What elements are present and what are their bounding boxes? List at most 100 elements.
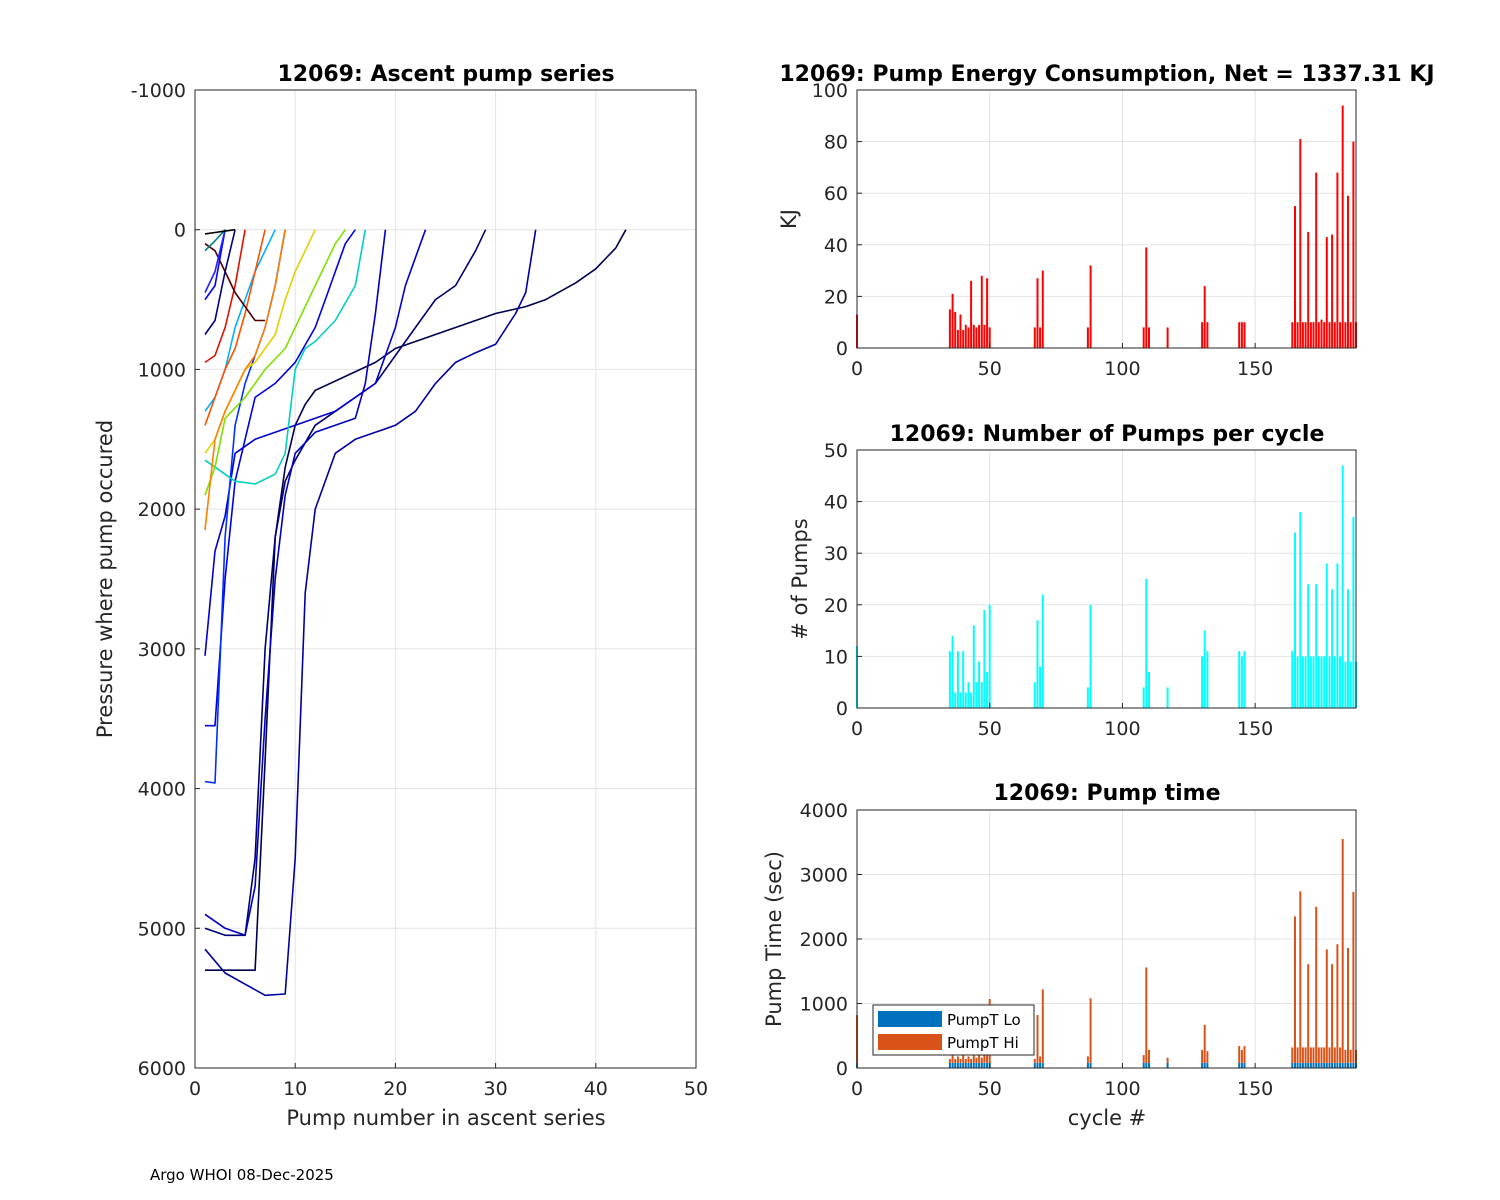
pumps-ytick-label: 50 [824, 440, 848, 462]
ascent-grid [194, 89, 697, 1069]
pumptime-bar-lo [948, 1062, 951, 1068]
pumps-bar [1301, 656, 1304, 708]
pumptime-bar-lo [1349, 1062, 1352, 1068]
energy-bar [1333, 322, 1336, 348]
pumptime-bar-lo [1299, 1062, 1302, 1068]
energy-bar [1203, 286, 1206, 348]
pumptime-bar-hi [1339, 1047, 1342, 1063]
pumptime-bar-lo [1203, 1062, 1206, 1068]
energy-bar [1347, 195, 1349, 348]
pumptime-bar-hi [1294, 916, 1296, 1063]
pumptime-bar-hi [1341, 839, 1344, 1063]
pumps-bar [1325, 563, 1328, 708]
pumps-bar [1039, 666, 1042, 708]
pumps-bar [1352, 517, 1355, 708]
ascent-xtick-label: 30 [484, 1078, 508, 1100]
pumptime-bar-lo [954, 1062, 957, 1068]
energy-bar [972, 324, 975, 348]
energy-bar [1328, 322, 1331, 348]
pumptime-bar-hi [1142, 1055, 1145, 1063]
pumptime-xtick-label: 150 [1237, 1078, 1273, 1100]
pumptime-ytick-label: 1000 [800, 994, 848, 1016]
pumptime-ylabel: Pump Time (sec) [762, 851, 786, 1027]
energy-ytick-label: 40 [824, 235, 848, 257]
pumptime-bar-lo [1341, 1062, 1344, 1068]
pumptime-bar-hi [1317, 1047, 1320, 1063]
pumptime-bar-lo [964, 1062, 967, 1068]
pumptime-bar-hi [1291, 1047, 1294, 1063]
ascent-series-line-dark-red-1 [204, 243, 266, 322]
energy-ytick-label: 20 [824, 286, 848, 308]
pumptime-bar-lo [1294, 1062, 1296, 1068]
pumptime-bar-hi [978, 1055, 981, 1063]
pumptime-bar-lo [1304, 1062, 1307, 1068]
pumptime-bar-hi [1203, 1024, 1206, 1063]
pumptime-bar-hi [1352, 891, 1355, 1063]
energy-bar [988, 327, 991, 348]
energy-bar [1341, 105, 1344, 348]
pumptime-ytick-label: 3000 [800, 865, 848, 887]
energy-ytick-label: 80 [824, 132, 848, 154]
ascent-xtick-label: 20 [383, 1078, 407, 1100]
pumptime-bar-hi [954, 1059, 957, 1063]
pumptime-bar-hi [1240, 1049, 1243, 1063]
pumps-grid [856, 449, 1356, 709]
pumptime-bar-hi [1304, 1047, 1307, 1063]
pumptime-bar-hi [967, 1056, 970, 1063]
pumps-bar [1336, 563, 1339, 708]
pumptime-bar-hi [1238, 1046, 1241, 1063]
pumptime-bar-hi [972, 1052, 975, 1063]
pumptime-bar-hi [1320, 1047, 1323, 1063]
pumptime-bar-lo [1344, 1062, 1347, 1068]
pumptime-ytick-label: 0 [836, 1058, 848, 1080]
pumptime-bar-hi [1328, 1047, 1331, 1063]
ascent-title: 12069: Ascent pump series [277, 62, 614, 87]
energy-bar [959, 314, 962, 348]
pumptime-bar-hi [1344, 1049, 1347, 1063]
pumps-bar [1339, 656, 1342, 708]
ascent-xtick-label: 50 [684, 1078, 708, 1100]
energy-tick-labels: 0 50 100 150 0 20 40 60 80 100 [812, 80, 1274, 380]
legend-label-pumpt-lo: PumpT Lo [947, 1011, 1021, 1029]
energy-bar [1089, 265, 1092, 348]
pumps-bar [1041, 594, 1044, 708]
pumptime-bar-hi [980, 1057, 983, 1063]
pump-time-panel: 0 50 100 150 0 1000 2000 3000 4000 12069: Pump t… [762, 781, 1357, 1130]
pumptime-bar-lo [967, 1062, 970, 1068]
pumptime-ytick-label: 2000 [800, 929, 848, 951]
pumps-bar [1240, 656, 1243, 708]
pumptime-bar-hi [1315, 906, 1318, 1063]
pumptime-bar-lo [983, 1062, 986, 1068]
energy-bar [980, 275, 983, 348]
pumps-ytick-label: 30 [824, 543, 848, 565]
pumps-xtick-label: 50 [978, 718, 1002, 740]
ascent-series-line-deep-1 [205, 229, 627, 972]
ascent-series-line-deep-4 [204, 229, 387, 937]
energy-bar [962, 329, 965, 348]
pumptime-bar-lo [1333, 1062, 1336, 1068]
pumps-bar [970, 692, 973, 708]
energy-xtick-label: 100 [1104, 358, 1140, 380]
ascent-series-line-orange-2 [204, 229, 266, 426]
pumps-bar [1299, 511, 1302, 708]
energy-xtick-label: 50 [978, 358, 1002, 380]
energy-bar [964, 324, 967, 348]
pumps-bar [972, 625, 975, 708]
ascent-xtick-label: 10 [283, 1078, 307, 1100]
pumptime-bar-lo [1145, 1062, 1148, 1068]
pumptime-bar-hi [1323, 1047, 1326, 1063]
pumptime-bar-lo [1312, 1062, 1315, 1068]
pumptime-bar-lo [1039, 1062, 1042, 1068]
pumptime-bar-lo [1336, 1062, 1339, 1068]
energy-bar [1086, 327, 1089, 348]
legend-swatch-pumpt-lo [878, 1011, 942, 1027]
pumptime-tick-labels: 0 50 100 150 0 1000 2000 3000 4000 [800, 800, 1274, 1100]
energy-bar [1331, 234, 1334, 348]
pumptime-title: 12069: Pump time [993, 781, 1220, 806]
pumptime-bar-lo [1142, 1062, 1145, 1068]
energy-consumption-panel: 0 50 100 150 0 20 40 60 80 100 12069: Pump Energy… [777, 62, 1435, 380]
pumptime-xtick-label: 50 [978, 1078, 1002, 1100]
pumptime-bar-lo [1240, 1062, 1243, 1068]
pumps-bar [1142, 687, 1145, 708]
ascent-series-line-mid-1 [204, 229, 427, 656]
